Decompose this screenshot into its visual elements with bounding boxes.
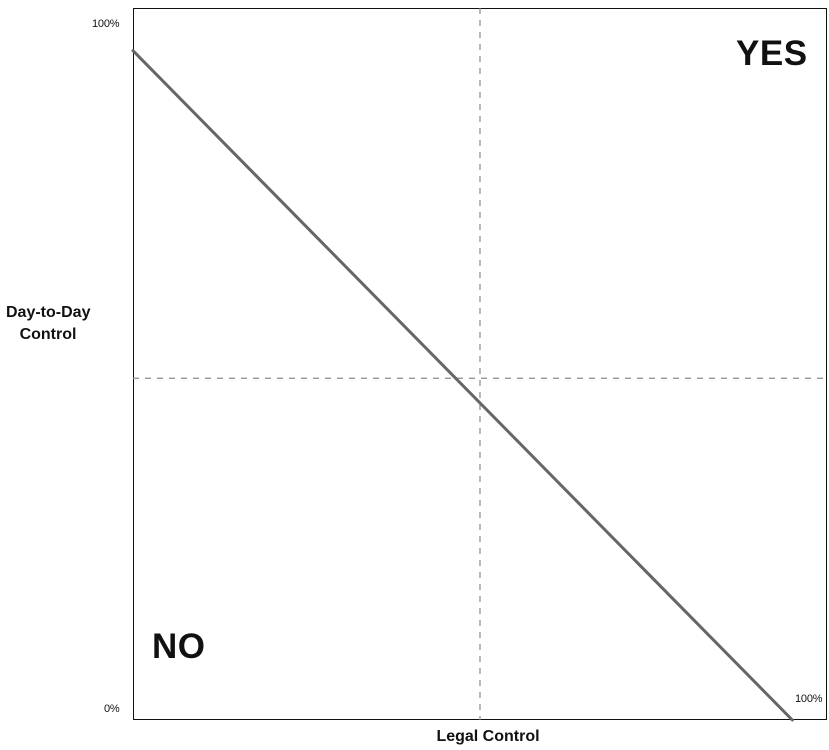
x-axis-right-tick: 100% xyxy=(795,693,823,705)
y-axis-label-line-2: Control xyxy=(19,326,77,343)
y-axis-label: Day-to-Day Control xyxy=(6,302,90,346)
yes-region-label: YES xyxy=(736,34,808,73)
x-axis-label: Legal Control xyxy=(436,728,540,745)
y-axis-top-tick: 100% xyxy=(92,18,120,30)
y-axis-label-line-1: Day-to-Day xyxy=(6,304,91,321)
y-axis-bottom-tick: 0% xyxy=(104,703,120,715)
no-region-label: NO xyxy=(152,627,206,666)
threshold-diagonal-line xyxy=(131,49,794,722)
